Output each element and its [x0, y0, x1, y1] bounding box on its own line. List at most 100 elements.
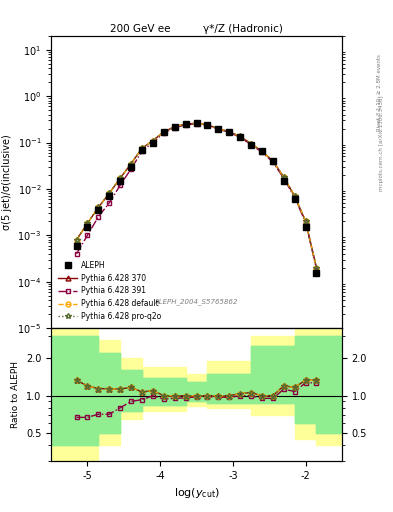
Pythia 6.428 370	[303, 218, 308, 224]
Pythia 6.428 default	[281, 174, 286, 180]
Pythia 6.428 370	[194, 120, 199, 126]
Pythia 6.428 default	[303, 218, 308, 224]
Pythia 6.428 pro-q2o	[270, 158, 275, 164]
Pythia 6.428 default	[249, 140, 253, 146]
Y-axis label: Ratio to ALEPH: Ratio to ALEPH	[11, 361, 20, 428]
Text: mcplots.cern.ch [arXiv:1306.3436]: mcplots.cern.ch [arXiv:1306.3436]	[379, 96, 384, 191]
Pythia 6.428 pro-q2o	[205, 122, 210, 128]
Pythia 6.428 default	[107, 190, 112, 197]
Pythia 6.428 370	[118, 175, 123, 181]
Pythia 6.428 default	[238, 134, 242, 140]
ALEPH	[85, 224, 90, 230]
Pythia 6.428 pro-q2o	[194, 120, 199, 126]
Pythia 6.428 pro-q2o	[74, 237, 79, 243]
Pythia 6.428 pro-q2o	[281, 174, 286, 180]
Pythia 6.428 391	[96, 214, 101, 220]
ALEPH	[194, 120, 199, 126]
Pythia 6.428 391	[216, 126, 221, 132]
Pythia 6.428 default	[162, 129, 166, 135]
Pythia 6.428 pro-q2o	[249, 140, 253, 146]
ALEPH	[118, 178, 123, 184]
ALEPH	[314, 270, 319, 276]
Y-axis label: σ(5 jet)/σ(inclusive): σ(5 jet)/σ(inclusive)	[2, 134, 12, 230]
Text: Rivet 3.1.10; ≥ 2.8M events: Rivet 3.1.10; ≥ 2.8M events	[377, 54, 382, 131]
X-axis label: $\log(y_{\rm cut})$: $\log(y_{\rm cut})$	[174, 486, 219, 500]
ALEPH	[205, 122, 210, 128]
Pythia 6.428 pro-q2o	[292, 193, 297, 199]
Pythia 6.428 pro-q2o	[238, 134, 242, 140]
Pythia 6.428 pro-q2o	[107, 190, 112, 197]
ALEPH	[96, 207, 101, 213]
Pythia 6.428 default	[85, 220, 90, 226]
Pythia 6.428 391	[238, 134, 242, 140]
Pythia 6.428 391	[162, 130, 166, 136]
Line: Pythia 6.428 391: Pythia 6.428 391	[74, 121, 319, 271]
Pythia 6.428 391	[118, 182, 123, 188]
Pythia 6.428 391	[140, 148, 144, 154]
Pythia 6.428 370	[74, 237, 79, 243]
Pythia 6.428 370	[183, 121, 188, 127]
Pythia 6.428 370	[238, 134, 242, 140]
Pythia 6.428 370	[205, 122, 210, 128]
Pythia 6.428 391	[314, 266, 319, 272]
Pythia 6.428 370	[162, 129, 166, 135]
Pythia 6.428 391	[249, 142, 253, 148]
ALEPH	[249, 142, 253, 148]
Pythia 6.428 370	[85, 220, 90, 226]
Pythia 6.428 pro-q2o	[227, 129, 231, 135]
Pythia 6.428 pro-q2o	[118, 175, 123, 181]
Pythia 6.428 pro-q2o	[151, 138, 155, 144]
Pythia 6.428 370	[270, 158, 275, 164]
ALEPH	[173, 123, 177, 130]
Pythia 6.428 default	[151, 138, 155, 144]
ALEPH	[270, 158, 275, 164]
ALEPH	[74, 243, 79, 249]
Pythia 6.428 pro-q2o	[216, 125, 221, 132]
ALEPH	[260, 148, 264, 154]
Pythia 6.428 391	[151, 139, 155, 145]
Pythia 6.428 default	[96, 204, 101, 210]
ALEPH	[140, 146, 144, 153]
Pythia 6.428 default	[216, 125, 221, 132]
Pythia 6.428 370	[216, 125, 221, 132]
Pythia 6.428 370	[173, 123, 177, 130]
Pythia 6.428 370	[260, 148, 264, 154]
Pythia 6.428 default	[260, 148, 264, 154]
Pythia 6.428 391	[292, 195, 297, 201]
Pythia 6.428 pro-q2o	[96, 204, 101, 210]
Pythia 6.428 default	[183, 121, 188, 127]
Pythia 6.428 391	[183, 122, 188, 128]
ALEPH	[227, 129, 231, 135]
Pythia 6.428 pro-q2o	[183, 121, 188, 127]
Text: ALEPH_2004_S5765862: ALEPH_2004_S5765862	[155, 298, 238, 305]
Pythia 6.428 391	[85, 232, 90, 239]
Pythia 6.428 391	[107, 200, 112, 206]
Line: ALEPH: ALEPH	[74, 120, 319, 276]
Pythia 6.428 391	[227, 130, 231, 136]
Pythia 6.428 pro-q2o	[260, 148, 264, 154]
Pythia 6.428 391	[194, 121, 199, 127]
Pythia 6.428 370	[96, 204, 101, 210]
Pythia 6.428 default	[129, 161, 133, 167]
Pythia 6.428 default	[205, 122, 210, 128]
Pythia 6.428 391	[205, 122, 210, 129]
Pythia 6.428 default	[227, 129, 231, 135]
Pythia 6.428 370	[129, 161, 133, 167]
Pythia 6.428 default	[118, 175, 123, 181]
Pythia 6.428 370	[281, 174, 286, 180]
Pythia 6.428 391	[281, 175, 286, 181]
Pythia 6.428 391	[173, 124, 177, 131]
Pythia 6.428 default	[314, 265, 319, 271]
ALEPH	[216, 125, 221, 132]
Pythia 6.428 370	[227, 129, 231, 135]
Pythia 6.428 391	[303, 219, 308, 225]
Pythia 6.428 default	[292, 193, 297, 199]
Pythia 6.428 pro-q2o	[162, 129, 166, 135]
Legend: ALEPH, Pythia 6.428 370, Pythia 6.428 391, Pythia 6.428 default, Pythia 6.428 pr: ALEPH, Pythia 6.428 370, Pythia 6.428 39…	[55, 258, 164, 324]
ALEPH	[238, 134, 242, 140]
ALEPH	[303, 224, 308, 230]
ALEPH	[281, 178, 286, 184]
ALEPH	[107, 193, 112, 199]
Pythia 6.428 370	[140, 145, 144, 152]
Line: Pythia 6.428 pro-q2o: Pythia 6.428 pro-q2o	[73, 120, 320, 271]
